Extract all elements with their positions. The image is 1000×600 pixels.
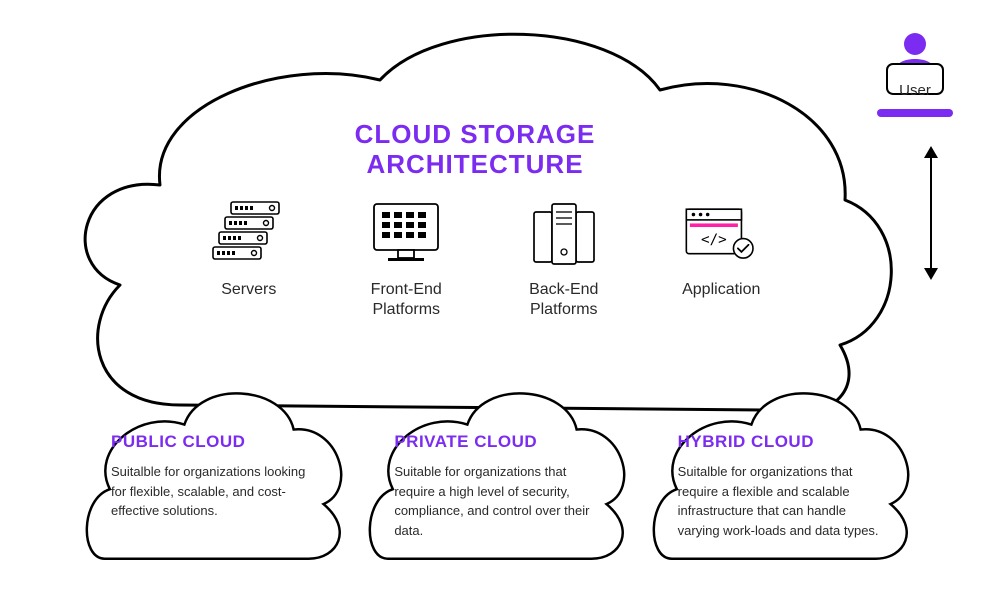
- backend-icon: [524, 200, 604, 270]
- title-line1: CLOUD STORAGE: [50, 120, 900, 150]
- comp-servers: Servers: [170, 200, 328, 300]
- servers-icon: [209, 200, 289, 270]
- svg-text:</>: </>: [701, 232, 727, 248]
- sub-clouds-row: PUBLIC CLOUD Suitalble for organizations…: [85, 360, 915, 570]
- comp-label: Back-EndPlatforms: [529, 280, 598, 320]
- sub-title: PRIVATE CLOUD: [394, 432, 605, 452]
- frontend-icon: [366, 200, 446, 270]
- sub-content: HYBRID CLOUD Suitalble for organizations…: [678, 432, 889, 540]
- page-title: CLOUD STORAGE ARCHITECTURE: [50, 120, 900, 180]
- sub-content: PUBLIC CLOUD Suitalble for organizations…: [111, 432, 322, 521]
- comp-frontend: Front-EndPlatforms: [328, 200, 486, 320]
- comp-backend: Back-EndPlatforms: [485, 200, 643, 320]
- sub-cloud-public: PUBLIC CLOUD Suitalble for organizations…: [85, 360, 348, 570]
- components-row: Servers Front-EndPlatforms: [170, 200, 800, 320]
- arrow-down-icon: [924, 268, 938, 280]
- sub-desc: Suitable for organizations that require …: [394, 462, 605, 540]
- comp-label: Front-EndPlatforms: [371, 280, 442, 320]
- sub-desc: Suitalble for organizations that require…: [678, 462, 889, 540]
- sub-cloud-private: PRIVATE CLOUD Suitable for organizations…: [368, 360, 631, 570]
- application-icon: </>: [681, 200, 761, 270]
- diagram-canvas: CLOUD STORAGE ARCHITECTURE: [0, 0, 1000, 600]
- comp-label: Application: [682, 280, 760, 300]
- user-bar: [877, 109, 953, 117]
- user-label: User: [899, 82, 931, 99]
- sub-title: PUBLIC CLOUD: [111, 432, 322, 452]
- sub-cloud-hybrid: HYBRID CLOUD Suitalble for organizations…: [652, 360, 915, 570]
- sub-title: HYBRID CLOUD: [678, 432, 889, 452]
- sub-desc: Suitalble for organizations looking for …: [111, 462, 322, 521]
- comp-label: Servers: [221, 280, 276, 300]
- sub-content: PRIVATE CLOUD Suitable for organizations…: [394, 432, 605, 540]
- title-line2: ARCHITECTURE: [50, 150, 900, 180]
- arrow-line: [930, 152, 932, 272]
- user-block: User: [860, 30, 970, 117]
- comp-application: </> Application: [643, 200, 801, 300]
